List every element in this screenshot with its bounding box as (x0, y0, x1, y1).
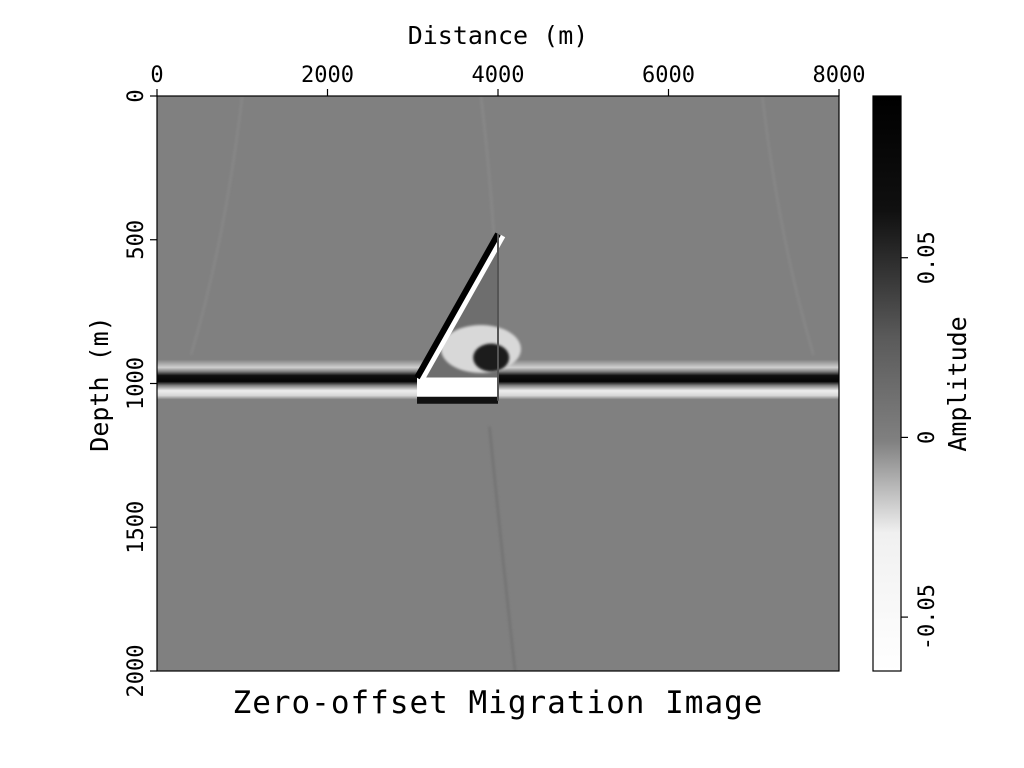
colorbar-tick-label: 0.05 (915, 231, 940, 284)
y-tick-label: 500 (124, 220, 149, 260)
x-axis-title: Distance (m) (408, 21, 589, 50)
colorbar-ticks: -0.05 0 0.05 (901, 231, 940, 650)
diffraction-tail-right (761, 96, 815, 355)
dipping-reflector (414, 232, 501, 380)
wedge-dark-blob (473, 343, 510, 372)
chart-title: Zero-offset Migration Image (233, 685, 764, 721)
y-axis-title: Depth (m) (85, 316, 114, 451)
x-tick-label: 0 (150, 63, 163, 88)
wedge-bright-zone (417, 377, 498, 401)
heatmap-plot-area (157, 96, 839, 671)
x-tick-label: 4000 (472, 63, 525, 88)
colorbar: -0.05 0 0.05 Amplitude (872, 95, 972, 672)
colorbar-gradient (872, 95, 902, 672)
y-tick-label: 1500 (124, 501, 149, 554)
dipping-reflector-flank (419, 234, 506, 381)
fault-upper-tail (479, 96, 495, 235)
fault-diffraction-tail (488, 426, 517, 671)
colorbar-tick-label: -0.05 (915, 584, 940, 650)
x-tick-label: 6000 (642, 63, 695, 88)
diffraction-tail-left (190, 96, 243, 355)
x-axis-ticks: 0 2000 4000 6000 8000 (150, 63, 865, 96)
y-tick-label: 0 (124, 89, 149, 102)
y-axis-ticks: 0 500 1000 1500 2000 (124, 89, 157, 697)
colorbar-title: Amplitude (943, 316, 972, 451)
colorbar-tick-label: 0 (915, 431, 940, 444)
y-tick-label: 1000 (124, 357, 149, 410)
x-tick-label: 8000 (813, 63, 866, 88)
wedge-lower-stripe (417, 396, 498, 404)
y-tick-label: 2000 (124, 645, 149, 698)
x-tick-label: 2000 (301, 63, 354, 88)
